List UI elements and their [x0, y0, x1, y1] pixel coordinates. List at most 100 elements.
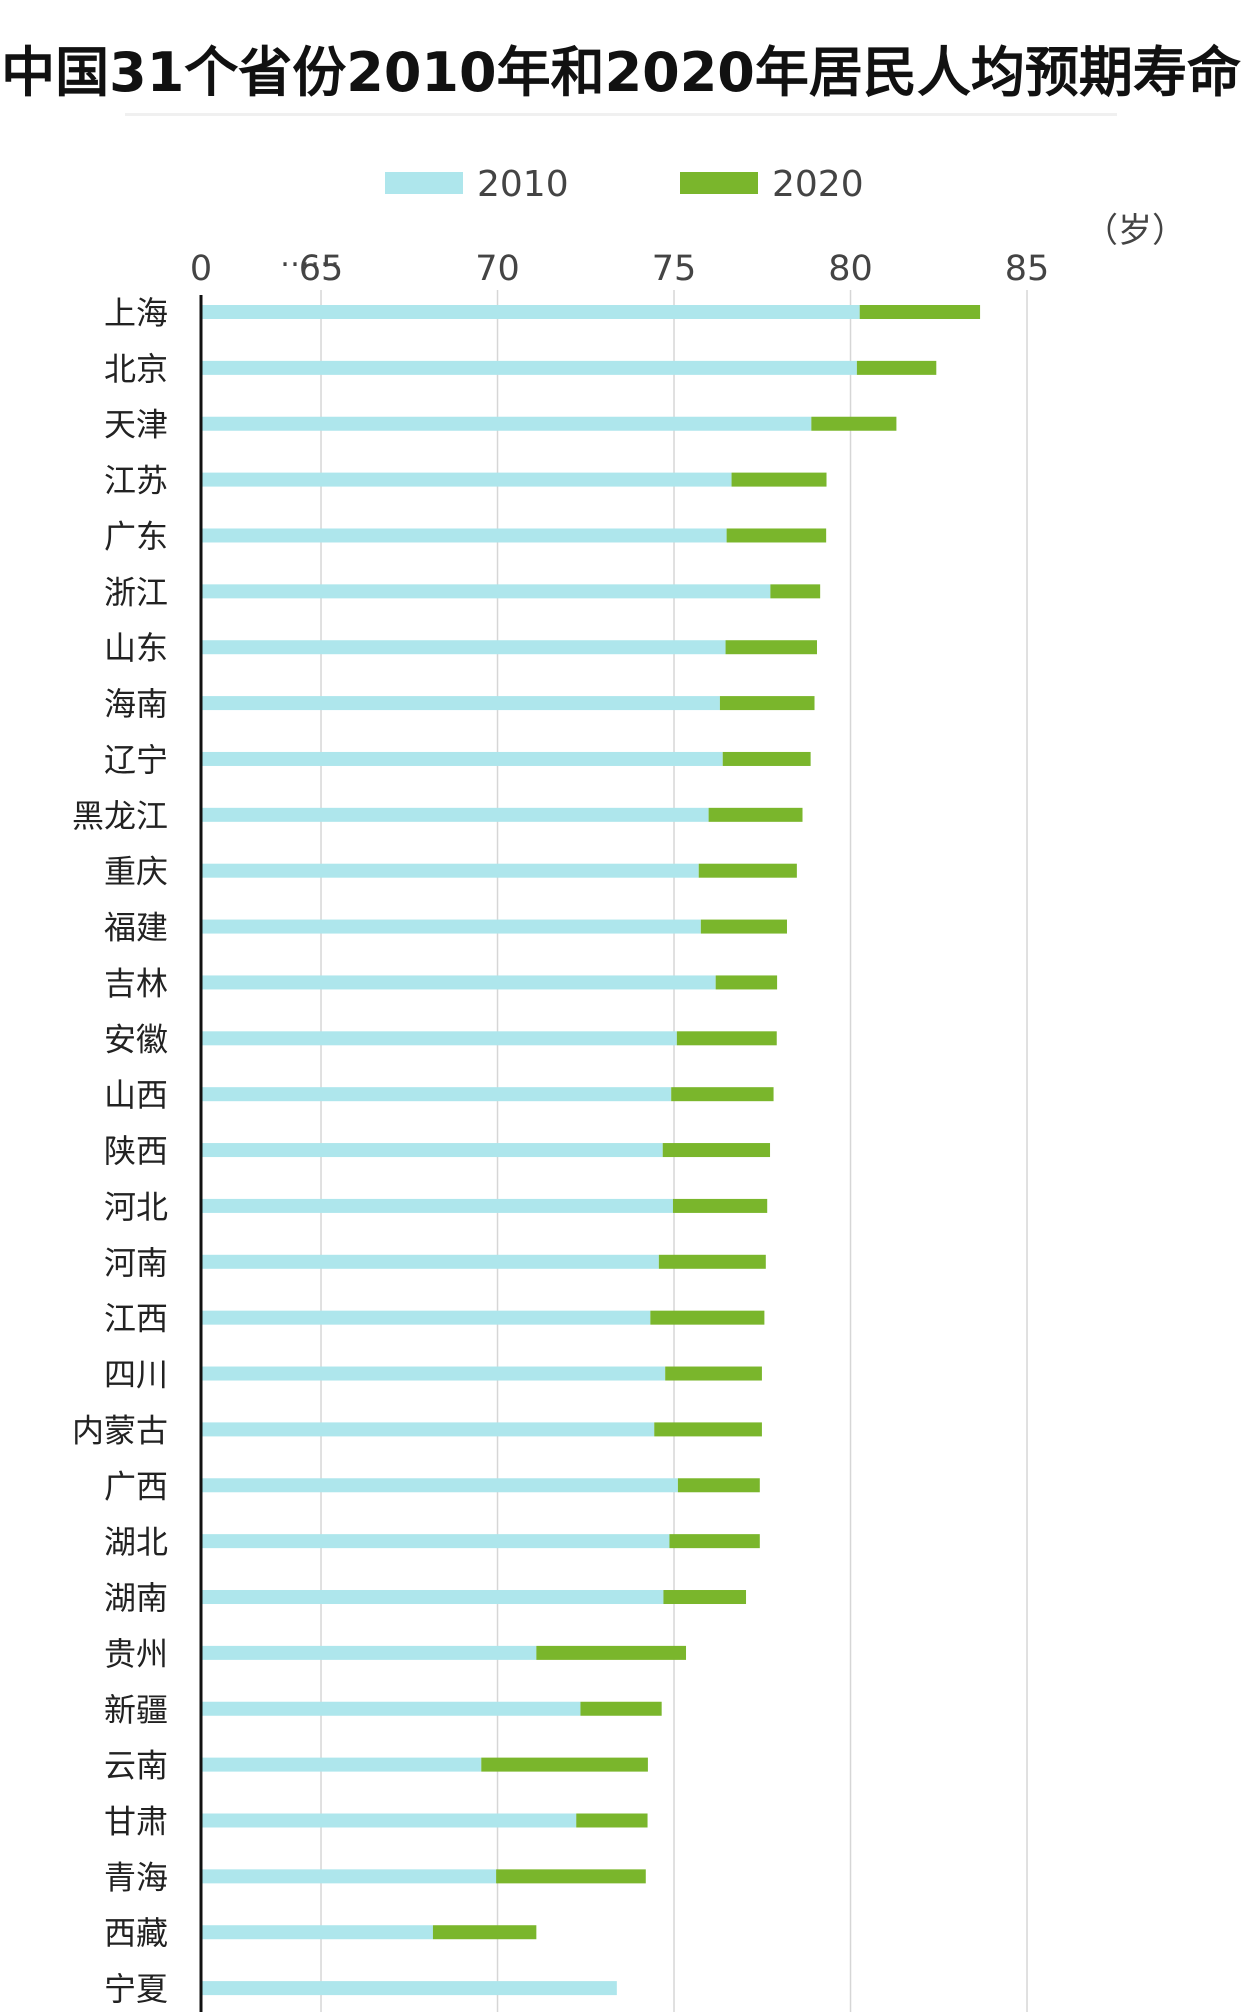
- bar-2020-上海: [859, 305, 981, 319]
- bar-2020-北京: [856, 360, 937, 375]
- category-label-宁夏: 宁夏: [104, 1970, 168, 2008]
- x-tick-label-80: 80: [828, 249, 873, 289]
- bar-2010-贵州: [201, 1645, 537, 1660]
- category-label-河南: 河南: [104, 1244, 168, 1282]
- category-label-山东: 山东: [104, 629, 168, 667]
- category-label-黑龙江: 黑龙江: [72, 797, 168, 835]
- bar-2020-黑龙江: [708, 807, 803, 822]
- bar-2020-浙江: [770, 584, 821, 599]
- category-label-上海: 上海: [104, 294, 168, 332]
- bar-2020-四川: [665, 1366, 762, 1381]
- bar-2010-甘肃: [201, 1813, 577, 1828]
- bar-2020-江西: [650, 1310, 765, 1325]
- bar-2010-江苏: [201, 472, 732, 487]
- bar-2020-内蒙古: [654, 1422, 762, 1437]
- bar-2020-陕西: [662, 1143, 771, 1158]
- bar-2010-天津: [201, 416, 812, 431]
- bar-2010-浙江: [201, 584, 771, 599]
- category-label-四川: 四川: [104, 1356, 168, 1394]
- bar-2020-辽宁: [722, 751, 811, 766]
- bar-2010-广西: [201, 1478, 678, 1493]
- bar-2020-江苏: [731, 472, 827, 487]
- x-tick-label-75: 75: [652, 249, 697, 289]
- bar-2010-西藏: [201, 1925, 433, 1940]
- bar-2010-吉林: [201, 975, 716, 990]
- x-tick-label-85: 85: [1005, 249, 1050, 289]
- bar-2020-湖南: [663, 1590, 747, 1605]
- category-label-福建: 福建: [104, 909, 168, 947]
- bar-2020-青海: [496, 1869, 646, 1884]
- bar-2010-安徽: [201, 1031, 677, 1046]
- bar-2020-云南: [481, 1757, 648, 1772]
- category-label-广西: 广西: [104, 1467, 168, 1505]
- bar-2020-天津: [811, 416, 897, 431]
- bar-2010-内蒙古: [201, 1422, 655, 1437]
- category-label-山西: 山西: [104, 1076, 168, 1114]
- category-label-江西: 江西: [104, 1300, 168, 1338]
- bar-2010-宁夏: [201, 1981, 617, 1996]
- category-label-北京: 北京: [104, 350, 168, 388]
- category-label-重庆: 重庆: [104, 853, 168, 891]
- bar-2020-河北: [672, 1198, 768, 1213]
- bar-2020-湖北: [669, 1534, 760, 1549]
- category-label-陕西: 陕西: [104, 1132, 168, 1170]
- bar-2010-新疆: [201, 1701, 581, 1716]
- bar-2010-陕西: [201, 1143, 663, 1158]
- category-label-河北: 河北: [104, 1188, 168, 1226]
- category-label-内蒙古: 内蒙古: [72, 1411, 168, 1449]
- category-label-新疆: 新疆: [104, 1691, 168, 1729]
- bar-2010-重庆: [201, 863, 699, 878]
- legend-swatch-2010: [385, 172, 463, 194]
- bar-2020-广东: [726, 528, 827, 543]
- x-tick-label-70: 70: [475, 249, 520, 289]
- bar-2020-山西: [671, 1087, 774, 1102]
- x-axis-ticks: 0 65 70 75 80 85 …… （岁）: [190, 211, 1186, 289]
- unit-label: （岁）: [1084, 211, 1186, 251]
- category-label-湖南: 湖南: [104, 1579, 168, 1617]
- bar-2020-西藏: [432, 1925, 537, 1940]
- category-label-安徽: 安徽: [104, 1020, 168, 1058]
- axis-break-label: ……: [280, 239, 340, 274]
- title-divider: [125, 113, 1117, 116]
- bar-2020-河南: [658, 1254, 766, 1269]
- bar-2020-广西: [677, 1478, 760, 1493]
- bar-2010-江西: [201, 1310, 651, 1325]
- bar-2020-贵州: [536, 1645, 687, 1660]
- category-label-吉林: 吉林: [104, 964, 168, 1002]
- bar-2010-山西: [201, 1087, 672, 1102]
- bar-2020-海南: [719, 696, 815, 711]
- legend: 2010 2020: [385, 164, 864, 205]
- bar-2020-重庆: [698, 863, 797, 878]
- bar-2010-福建: [201, 919, 701, 934]
- category-label-甘肃: 甘肃: [104, 1802, 168, 1840]
- bar-2010-广东: [201, 528, 727, 543]
- bar-2020-新疆: [580, 1701, 662, 1716]
- bar-2010-河南: [201, 1254, 659, 1269]
- bar-2010-海南: [201, 696, 720, 711]
- bar-2010-湖北: [201, 1534, 670, 1549]
- category-label-江苏: 江苏: [104, 462, 168, 500]
- x-tick-label-65: 65: [299, 249, 344, 289]
- bar-2010-云南: [201, 1757, 482, 1772]
- bars: [201, 305, 981, 1996]
- bar-2020-安徽: [676, 1031, 777, 1046]
- category-label-浙江: 浙江: [104, 573, 168, 611]
- bar-2020-山东: [725, 640, 817, 655]
- bar-2010-湖南: [201, 1590, 664, 1605]
- bar-2010-青海: [201, 1869, 497, 1884]
- bar-2010-河北: [201, 1198, 673, 1213]
- category-label-云南: 云南: [104, 1747, 168, 1785]
- category-label-天津: 天津: [104, 406, 168, 444]
- category-label-广东: 广东: [104, 517, 168, 555]
- chart-title: 中国31个省份2010年和2020年居民人均预期寿命: [1, 41, 1241, 104]
- bar-2010-上海: [201, 305, 860, 319]
- bar-2010-黑龙江: [201, 807, 709, 822]
- bar-2020-甘肃: [576, 1813, 648, 1828]
- legend-label-2010: 2010: [477, 164, 569, 205]
- bar-2010-山东: [201, 640, 726, 655]
- legend-label-2020: 2020: [772, 164, 864, 205]
- category-label-湖北: 湖北: [104, 1523, 168, 1561]
- bar-2010-北京: [201, 360, 857, 375]
- bar-2020-吉林: [715, 975, 778, 990]
